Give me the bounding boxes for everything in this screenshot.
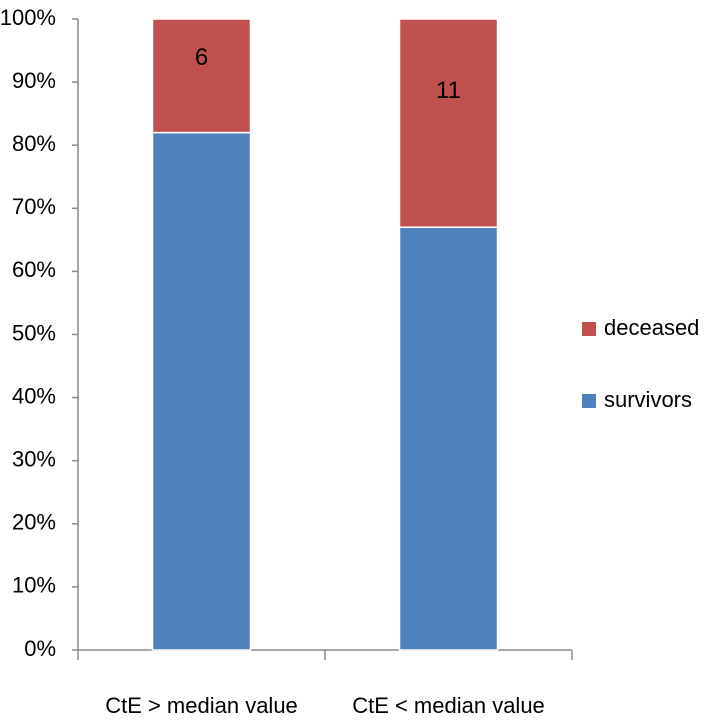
y-tick-label: 20% (12, 510, 56, 535)
bar-segment (398, 18, 499, 228)
bar-segment (398, 226, 499, 651)
y-tick-label: 0% (24, 636, 56, 661)
legend-swatch (582, 322, 596, 336)
y-tick-label: 40% (12, 383, 56, 408)
bar-segment (151, 131, 252, 651)
legend-swatch (582, 394, 596, 408)
y-tick-label: 90% (12, 68, 56, 93)
x-tick-label: CtE < median value (352, 693, 545, 718)
y-tick-label: 50% (12, 320, 56, 345)
bar-segment (151, 18, 252, 134)
data-label: 6 (195, 44, 208, 71)
y-tick-label: 60% (12, 257, 56, 282)
y-tick-label: 10% (12, 573, 56, 598)
y-tick-label: 100% (0, 5, 56, 30)
legend-label: deceased (604, 315, 699, 340)
y-tick-label: 80% (12, 131, 56, 156)
data-label: 11 (436, 77, 461, 104)
y-tick-label: 30% (12, 447, 56, 472)
legend-label: survivors (604, 387, 692, 412)
x-tick-label: CtE > median value (105, 693, 298, 718)
y-tick-label: 70% (12, 194, 56, 219)
